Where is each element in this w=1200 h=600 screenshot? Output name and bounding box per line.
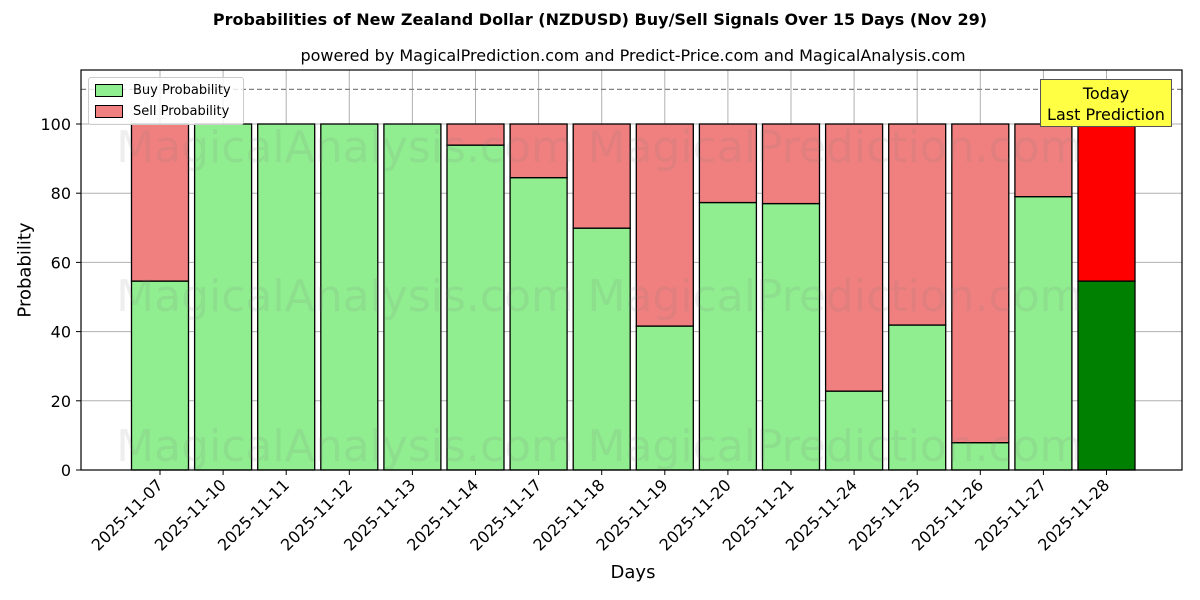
y-tick-label: 0: [61, 461, 71, 480]
y-tick-label: 60: [51, 253, 71, 272]
buy-bar: [257, 123, 316, 471]
buy-bar: [1077, 280, 1136, 471]
buy-bar: [1014, 196, 1073, 471]
watermark-text: MagicalPrediction.com: [588, 421, 1083, 472]
y-tick-label: 40: [51, 323, 71, 342]
watermark-text: MagicalPrediction.com: [588, 122, 1083, 173]
sell-bar: [1014, 123, 1073, 198]
legend-buy-label: Buy Probability: [133, 82, 231, 98]
y-tick-label: 80: [51, 184, 71, 203]
watermark-text: MagicalAnalysis.com: [116, 421, 574, 472]
watermark-text: MagicalAnalysis.com: [116, 271, 574, 322]
chart-title: Probabilities of New Zealand Dollar (NZD…: [212, 10, 988, 29]
legend-item-buy: Buy Probability: [95, 82, 231, 98]
sell-bar: [824, 123, 884, 392]
buy-bar: [130, 280, 190, 471]
y-tick-label: 20: [51, 392, 71, 411]
sell-bar: [761, 123, 821, 205]
sell-bar: [1077, 123, 1136, 282]
legend-item-sell: Sell Probability: [95, 103, 229, 119]
watermark-text: MagicalPrediction.com: [588, 271, 1083, 322]
chart-subtitle: powered by MagicalPrediction.com and Pre…: [300, 46, 966, 65]
today-annotation: Today Last Prediction: [1040, 79, 1172, 127]
buy-bar: [383, 123, 442, 471]
y-axis-label: Probability: [14, 222, 36, 318]
sell-swatch-icon: [95, 104, 123, 118]
buy-bar: [824, 390, 884, 471]
x-axis-label: Days: [610, 562, 656, 583]
y-tick-label: 100: [40, 115, 71, 134]
legend-sell-label: Sell Probability: [133, 103, 230, 119]
watermark-text: MagicalAnalysis.com: [116, 122, 574, 173]
sell-bar: [888, 123, 947, 326]
buy-bar: [446, 144, 505, 471]
today-annotation-line2: Last Prediction: [1047, 105, 1165, 124]
sell-bar: [446, 123, 505, 146]
buy-bar: [888, 324, 947, 471]
today-annotation-line1: Today: [1082, 84, 1130, 103]
sell-bar: [635, 123, 694, 327]
plot-frame: [80, 69, 1183, 471]
buy-bar: [761, 202, 821, 471]
sell-bar: [698, 123, 758, 204]
sell-bar: [572, 123, 631, 229]
buy-bar: [509, 176, 568, 471]
buy-bar: [698, 201, 758, 471]
sell-bar: [509, 123, 568, 179]
buy-bar: [635, 325, 694, 471]
sell-bar: [951, 123, 1010, 444]
legend: Buy Probability Sell Probability: [88, 77, 244, 125]
buy-swatch-icon: [95, 83, 123, 97]
